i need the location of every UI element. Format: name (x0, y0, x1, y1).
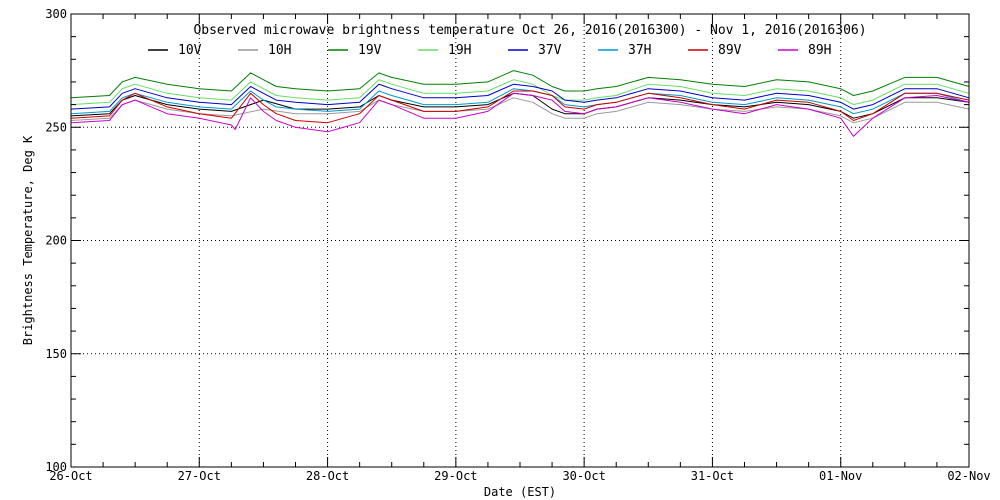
legend-label: 37V (538, 43, 562, 58)
legend-label: 19V (358, 43, 382, 58)
legend-label: 10V (178, 43, 202, 58)
x-tick-label: 31-Oct (691, 469, 734, 483)
legend: 10V 10H 19V 19H 37V 37H 89V 89H (148, 43, 831, 58)
x-tick-label: 29-Oct (434, 469, 477, 483)
legend-label: 10H (268, 43, 291, 58)
axis-ticks (70, 13, 970, 468)
x-tick-label: 30-Oct (562, 469, 605, 483)
legend-label: 19H (448, 43, 471, 58)
y-tick-label: 200 (45, 234, 67, 248)
chart-title: Observed microwave brightness temperatur… (193, 23, 866, 38)
x-tick-label: 27-Oct (178, 469, 221, 483)
legend-label: 37H (628, 43, 651, 58)
tick-labels: 100 150 200 250 300 26-Oct 27-Oct 28-Oct 29-Oct 3… (45, 7, 990, 483)
series-line-89V (70, 90, 970, 124)
y-tick-label: 250 (45, 120, 67, 134)
legend-label: 89H (808, 43, 831, 58)
y-axis-label: Brightness Temperature, Deg K (21, 135, 35, 345)
y-tick-label: 150 (45, 347, 67, 361)
series-lines (70, 70, 970, 137)
x-tick-label: 28-Oct (306, 469, 349, 483)
y-tick-label: 100 (45, 460, 67, 474)
grid-lines (71, 14, 969, 467)
series-line-19H (70, 79, 970, 106)
series-line-89H (70, 92, 970, 137)
series-line-10H (70, 97, 970, 124)
x-tick-label: 26-Oct (49, 469, 92, 483)
x-axis-label: Date (EST) (484, 485, 556, 499)
series-line-37V (70, 83, 970, 110)
series-line-19V (70, 70, 970, 99)
legend-label: 89V (718, 43, 742, 58)
series-line-37H (70, 88, 970, 115)
x-tick-label: 01-Nov (819, 469, 862, 483)
x-tick-label: 02-Nov (947, 469, 990, 483)
y-tick-label: 300 (45, 7, 67, 21)
